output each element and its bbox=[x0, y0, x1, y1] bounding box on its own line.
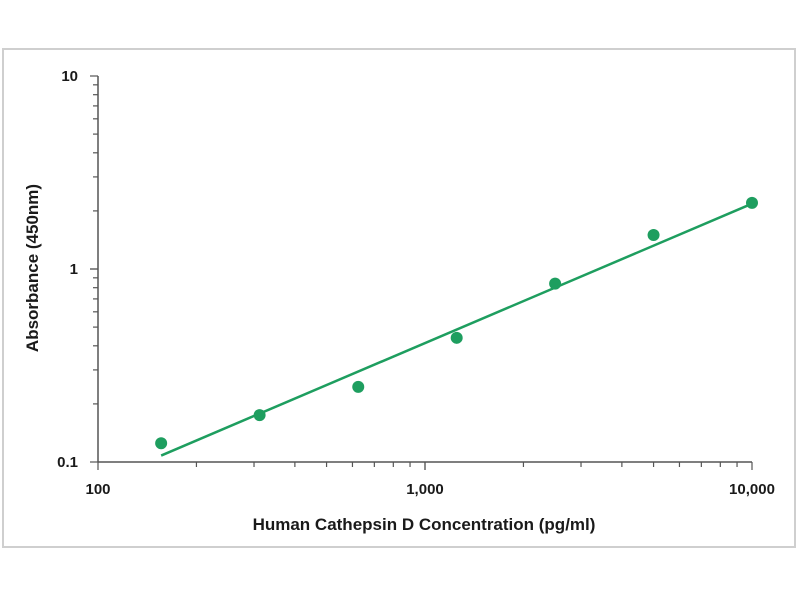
x-axis-title: Human Cathepsin D Concentration (pg/ml) bbox=[253, 515, 596, 534]
chart-frame bbox=[2, 48, 796, 548]
data-point bbox=[549, 277, 562, 290]
x-tick-label: 100 bbox=[85, 481, 110, 498]
data-points bbox=[155, 196, 758, 450]
tick-labels: 100 1,000 10,000 0.1 1 10 bbox=[57, 68, 775, 498]
fit-line bbox=[160, 202, 753, 457]
data-point bbox=[352, 380, 365, 393]
y-axis-title: Absorbance (450nm) bbox=[23, 184, 42, 352]
fit-line-layer bbox=[160, 202, 753, 457]
data-point bbox=[450, 331, 463, 344]
data-point bbox=[155, 437, 168, 450]
x-tick-label: 10,000 bbox=[729, 481, 775, 498]
data-point bbox=[253, 409, 266, 422]
y-tick-label: 10 bbox=[61, 68, 78, 85]
y-tick-label: 0.1 bbox=[57, 454, 78, 471]
y-tick-label: 1 bbox=[70, 261, 78, 278]
axes bbox=[90, 75, 753, 470]
data-point bbox=[647, 229, 660, 242]
x-tick-label: 1,000 bbox=[406, 481, 444, 498]
data-point bbox=[746, 196, 758, 209]
